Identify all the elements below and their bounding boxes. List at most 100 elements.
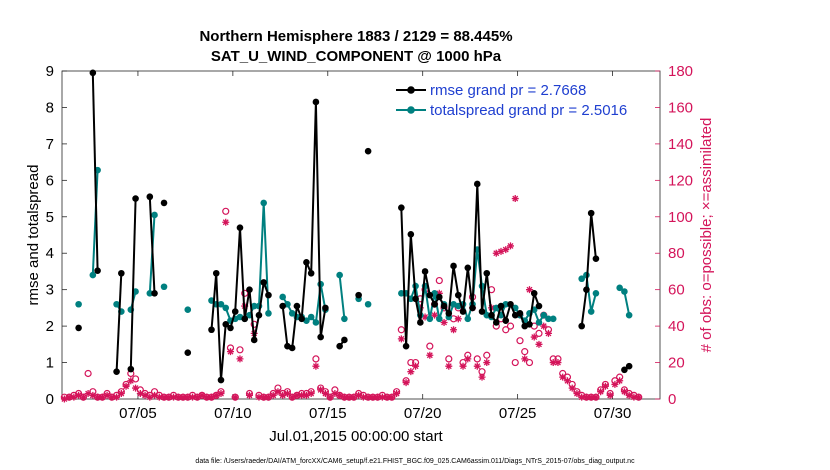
- obs-assimilated-marker: [122, 382, 130, 390]
- obs-assimilated-marker: [151, 391, 159, 399]
- rmse-point: [445, 310, 453, 317]
- totalspread-line: [338, 274, 346, 319]
- rmse-point: [341, 336, 348, 344]
- obs-assimilated-marker: [582, 393, 590, 401]
- totalspread-point: [89, 271, 97, 279]
- obs-possible-marker: [473, 355, 481, 363]
- totalspread-series: [75, 166, 633, 326]
- footnote: data file: /Users/raeder/DAI/ATM_forcXX/…: [195, 458, 635, 465]
- obs-assimilated-marker: [231, 393, 239, 401]
- obs-possible-marker: [241, 289, 249, 297]
- obs-assimilated-marker: [184, 393, 192, 401]
- obs-assimilated-marker: [245, 391, 253, 399]
- rmse-point: [184, 349, 192, 357]
- obs-assimilated-marker: [155, 393, 163, 401]
- rmse-point: [255, 311, 263, 319]
- obs-assimilated-marker: [136, 390, 144, 398]
- rmse-line: [148, 196, 156, 294]
- obs-assimilated-marker: [89, 391, 97, 399]
- obs-assimilated-marker: [127, 377, 135, 385]
- rmse-point: [364, 147, 372, 155]
- obs-assimilated-marker: [378, 393, 386, 401]
- obs-assimilated-marker: [103, 391, 111, 399]
- obs-assimilated-marker: [431, 311, 439, 319]
- rmse-point: [317, 333, 324, 341]
- obs-possible-marker: [483, 351, 491, 359]
- x-tick-label: 07/10: [214, 405, 252, 422]
- y-left-tick-label: 2: [46, 318, 54, 335]
- rmse-point: [260, 279, 268, 286]
- obs-assimilated-marker: [540, 322, 548, 330]
- obs-assimilated-marker: [264, 393, 272, 401]
- obs-possible-marker: [506, 322, 515, 330]
- rmse-point: [473, 180, 481, 188]
- obs-assimilated-marker: [578, 393, 586, 401]
- obs-assimilated-marker: [492, 249, 500, 257]
- rmse-point: [417, 319, 424, 326]
- rmse-point: [492, 319, 500, 326]
- obs-assimilated-marker: [521, 355, 529, 363]
- obs-assimilated-marker: [606, 391, 614, 399]
- obs-assimilated-marker: [340, 393, 348, 401]
- obs-assimilated-marker: [98, 393, 106, 401]
- obs-possible-marker: [535, 329, 543, 337]
- obs-assimilated-marker: [274, 388, 282, 396]
- y-right-tick-label: 40: [668, 318, 685, 335]
- obs-assimilated-marker: [321, 390, 329, 398]
- rmse-point: [146, 193, 154, 201]
- obs-assimilated-marker: [592, 393, 600, 401]
- rmse-point: [336, 342, 343, 350]
- totalspread-point: [621, 288, 628, 295]
- obs-possible-marker: [445, 355, 453, 363]
- obs-assimilated-marker: [563, 377, 571, 385]
- obs-assimilated-marker: [459, 362, 467, 370]
- totalspread-point: [113, 300, 120, 308]
- obs-assimilated-marker: [222, 218, 230, 226]
- totalspread-point: [592, 290, 600, 297]
- rmse-point: [217, 376, 225, 384]
- obs-assimilated-marker: [407, 368, 415, 376]
- totalspread-point: [535, 319, 543, 326]
- totalspread-point: [75, 300, 82, 308]
- obs-assimilated-marker: [568, 384, 576, 392]
- obs-assimilated-marker: [388, 393, 396, 401]
- obs-assimilated-marker: [507, 242, 514, 250]
- obs-assimilated-marker: [597, 388, 605, 396]
- obs-assimilated-marker: [397, 335, 405, 343]
- obs-assimilated-marker: [179, 393, 187, 401]
- obs-assimilated-marker: [326, 393, 334, 401]
- rmse-line: [129, 198, 137, 370]
- rmse-point: [464, 264, 472, 272]
- obs-assimilated-marker: [426, 351, 434, 359]
- rmse-point: [431, 300, 438, 308]
- totalspread-point: [464, 315, 472, 323]
- x-tick-label: 07/05: [119, 405, 157, 422]
- rmse-point: [127, 365, 135, 373]
- rmse-point: [436, 293, 443, 301]
- obs-assimilated-marker: [260, 393, 268, 401]
- obs-assimilated-marker: [279, 391, 287, 399]
- chart-subtitle: SAT_U_WIND_COMPONENT @ 1000 hPa: [211, 48, 502, 65]
- totalspread-point: [184, 306, 192, 314]
- totalspread-point: [250, 302, 258, 310]
- obs-assimilated-marker: [217, 390, 225, 398]
- y-right-tick-label: 120: [668, 172, 693, 189]
- rmse-line: [580, 212, 597, 327]
- obs-assimilated-marker: [549, 359, 557, 367]
- x-axis: 07/05 07/10 07/15 07/20 07/25 07/30: [119, 71, 631, 422]
- obs-assimilated-marker: [269, 391, 277, 399]
- y-right-tick-label: 60: [668, 282, 685, 299]
- obs-assimilated-marker: [141, 391, 149, 399]
- obs-assimilated-marker: [70, 393, 78, 401]
- obs-assimilated-marker: [212, 391, 220, 399]
- obs-assimilated-marker: [435, 289, 443, 297]
- obs-assimilated-marker: [189, 393, 197, 401]
- obs-assimilated-marker: [108, 393, 116, 401]
- obs-assimilated-marker: [160, 393, 168, 401]
- rmse-line: [91, 72, 99, 271]
- y-left-tick-label: 6: [46, 172, 54, 189]
- rmse-series: [75, 69, 633, 384]
- totalspread-point: [260, 199, 268, 207]
- obs-possible-marker: [407, 358, 415, 367]
- rmse-point: [293, 302, 301, 310]
